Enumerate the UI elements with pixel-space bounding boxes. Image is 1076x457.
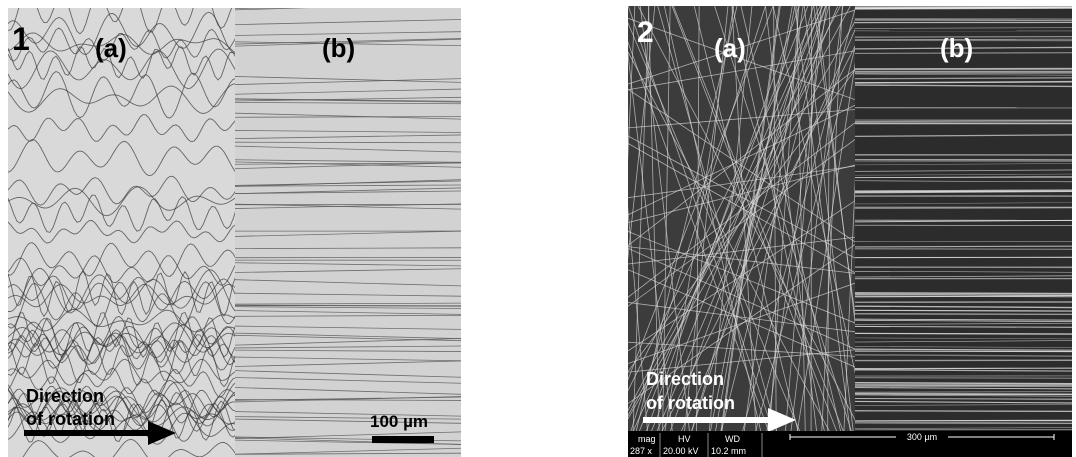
fiber xyxy=(619,0,623,440)
fiber xyxy=(855,310,1072,311)
fiber xyxy=(855,333,1072,334)
panel-label: 2 xyxy=(637,16,654,49)
sub-label: (a) xyxy=(714,33,746,63)
fiber xyxy=(612,0,615,440)
fiber xyxy=(855,399,1072,400)
arrow-text: of rotation xyxy=(646,393,735,413)
info-header: mag xyxy=(638,434,656,444)
sub-label: (b) xyxy=(940,33,973,63)
fiber xyxy=(855,191,1072,192)
scale-bar-label: 100 µm xyxy=(370,412,428,431)
fiber xyxy=(855,351,1072,352)
fiber xyxy=(855,314,1072,315)
panel-label: 1 xyxy=(12,21,30,57)
panel-1b-bg xyxy=(235,8,461,457)
info-value: 287 x xyxy=(630,446,653,456)
scale-bar-label: 300 µm xyxy=(907,432,937,442)
fiber xyxy=(855,294,1072,295)
fiber xyxy=(235,3,461,8)
fiber xyxy=(855,392,1072,393)
arrow-text: Direction xyxy=(646,369,724,389)
fiber xyxy=(855,78,1072,79)
fiber xyxy=(855,383,1072,384)
info-value: 10.2 mm xyxy=(711,446,746,456)
fiber xyxy=(855,420,1072,421)
sub-label: (a) xyxy=(95,33,127,63)
figure: 1 (a) (b) Direction of rotation 100 µm 2… xyxy=(0,0,1076,457)
scale-bar xyxy=(372,436,434,443)
arrow-text: Direction xyxy=(26,386,104,406)
fiber xyxy=(855,82,1072,83)
info-header: HV xyxy=(678,434,691,444)
sub-label: (b) xyxy=(322,33,355,63)
fiber xyxy=(855,293,1072,294)
fiber xyxy=(855,394,1072,395)
info-header: WD xyxy=(725,434,740,444)
info-value: 20.00 kV xyxy=(663,446,699,456)
arrow-text: of rotation xyxy=(26,409,115,429)
fiber xyxy=(855,411,1072,412)
